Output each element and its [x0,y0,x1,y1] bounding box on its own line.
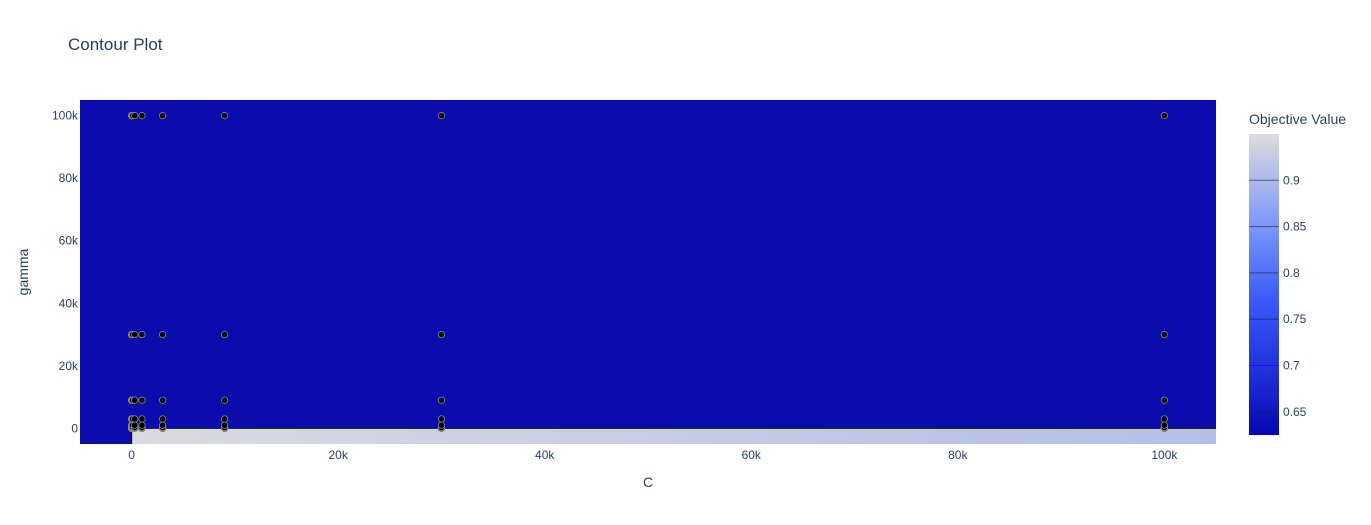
colorbar-tick-label: 0.7 [1283,359,1300,373]
x-tick-label: 40k [535,448,555,462]
colorbar-tick-label: 0.75 [1283,312,1307,326]
colorbar-ticks: 0.65 0.7 0.75 0.8 0.85 0.9 [1249,173,1307,419]
trial-point [220,112,229,120]
colorbar: Objective Value 0.65 0.7 0.75 0.8 0.85 0.9 [1249,111,1346,435]
trial-point [437,396,446,404]
plot-area [80,100,1217,444]
trial-point [138,396,146,404]
x-tick-label: 100k [1151,448,1178,462]
trial-point [131,415,139,423]
trial-point [131,112,139,120]
trial-point [138,415,146,423]
contour-high-region [131,428,1217,444]
trial-point [437,415,446,423]
colorbar-title: Objective Value [1249,111,1346,127]
x-axis-ticks: 0 20k 40k 60k 80k 100k [128,448,1178,462]
trial-point [138,112,146,120]
trial-point [1160,396,1168,404]
trial-point [437,421,446,429]
trial-point [159,421,167,429]
trial-point [220,396,229,404]
trial-point [1160,112,1168,120]
y-tick-label: 60k [59,234,79,248]
trial-point [159,415,167,423]
trial-point [220,421,229,429]
colorbar-tick-label: 0.9 [1283,173,1300,187]
trial-point [1160,421,1168,429]
x-tick-label: 80k [948,448,968,462]
trial-point [138,330,146,339]
colorbar-gradient [1249,134,1279,435]
trial-point [131,396,139,404]
y-axis-ticks: 0 20k 40k 60k 80k 100k [52,109,79,436]
trial-point [159,330,167,339]
trial-point [220,415,229,423]
trial-point [138,421,146,429]
x-tick-label: 0 [128,448,135,462]
colorbar-tick-label: 0.65 [1283,405,1307,419]
trial-point [1160,330,1168,339]
trial-point [159,396,167,404]
y-tick-label: 20k [59,359,79,373]
y-tick-label: 0 [71,421,78,435]
trial-point [1160,415,1168,423]
trial-point [131,330,139,339]
y-axis-title: gamma [15,248,31,295]
y-tick-label: 100k [52,109,79,123]
colorbar-tick-label: 0.8 [1283,266,1300,280]
x-tick-label: 60k [742,448,762,462]
trial-point [437,330,446,339]
trial-point [159,112,167,120]
contour-low-region [80,100,1216,444]
y-tick-label: 80k [59,171,79,185]
trial-point [437,112,446,120]
chart-title: Contour Plot [68,35,163,54]
x-axis-title: C [643,474,653,490]
colorbar-tick-label: 0.85 [1283,220,1307,234]
x-tick-label: 20k [329,448,349,462]
trial-point [220,330,229,339]
trial-points [128,112,1168,432]
trial-point [131,421,139,429]
y-tick-label: 40k [59,296,79,310]
